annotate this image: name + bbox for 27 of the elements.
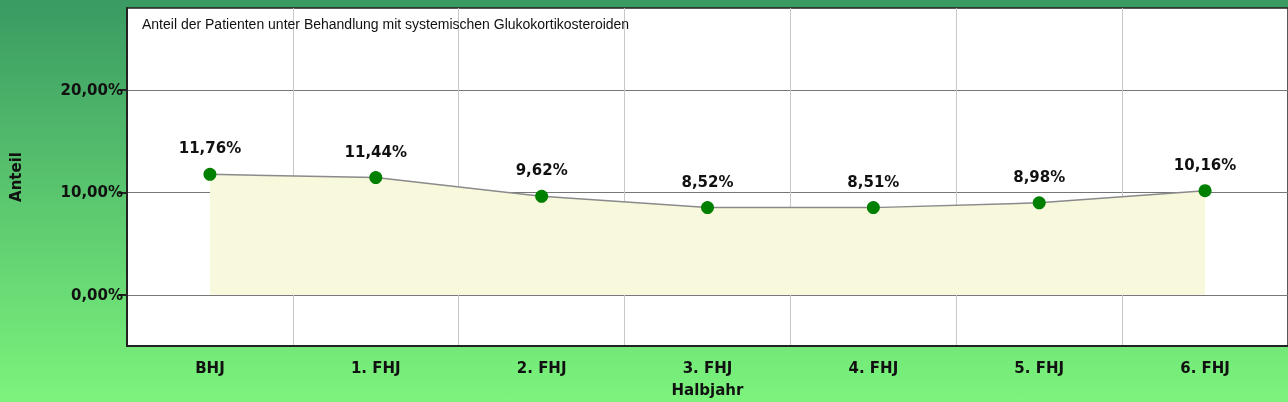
y-axis-title: Anteil: [6, 152, 25, 202]
x-tick-label: 3. FHJ: [682, 358, 733, 377]
x-tick-label: 4. FHJ: [848, 358, 899, 377]
data-label: 11,44%: [344, 142, 408, 161]
data-label: 11,76%: [178, 139, 242, 158]
point: [203, 167, 217, 181]
data-label: 8,98%: [1013, 167, 1066, 186]
point: [1198, 184, 1212, 198]
data-label: 8,52%: [681, 172, 734, 191]
point: [369, 171, 383, 185]
text: Anteil der Patienten unter Behandlung mit systemischen Glukokortikosteroiden: [142, 16, 630, 32]
y-tick-label: 20,00%: [60, 80, 123, 99]
y-tick-label: 10,00%: [60, 183, 123, 202]
x-tick-label: 5. FHJ: [1014, 358, 1065, 377]
x-tick-label: BHJ: [195, 358, 225, 377]
point: [701, 201, 714, 215]
x-tick-label: 6. FHJ: [1180, 358, 1230, 377]
point: [1032, 196, 1046, 210]
data-label: 8,51%: [847, 172, 900, 191]
data-label: 9,62%: [515, 161, 568, 180]
x-tick-label: 2. FHJ: [516, 358, 567, 377]
point: [866, 201, 880, 215]
x-axis-title: Halbjahr: [671, 380, 745, 399]
data-label: 10,16%: [1173, 155, 1237, 174]
x-tick-label: 1. FHJ: [350, 358, 401, 377]
point: [535, 189, 549, 203]
y-tick-label: 0,00%: [70, 285, 123, 304]
